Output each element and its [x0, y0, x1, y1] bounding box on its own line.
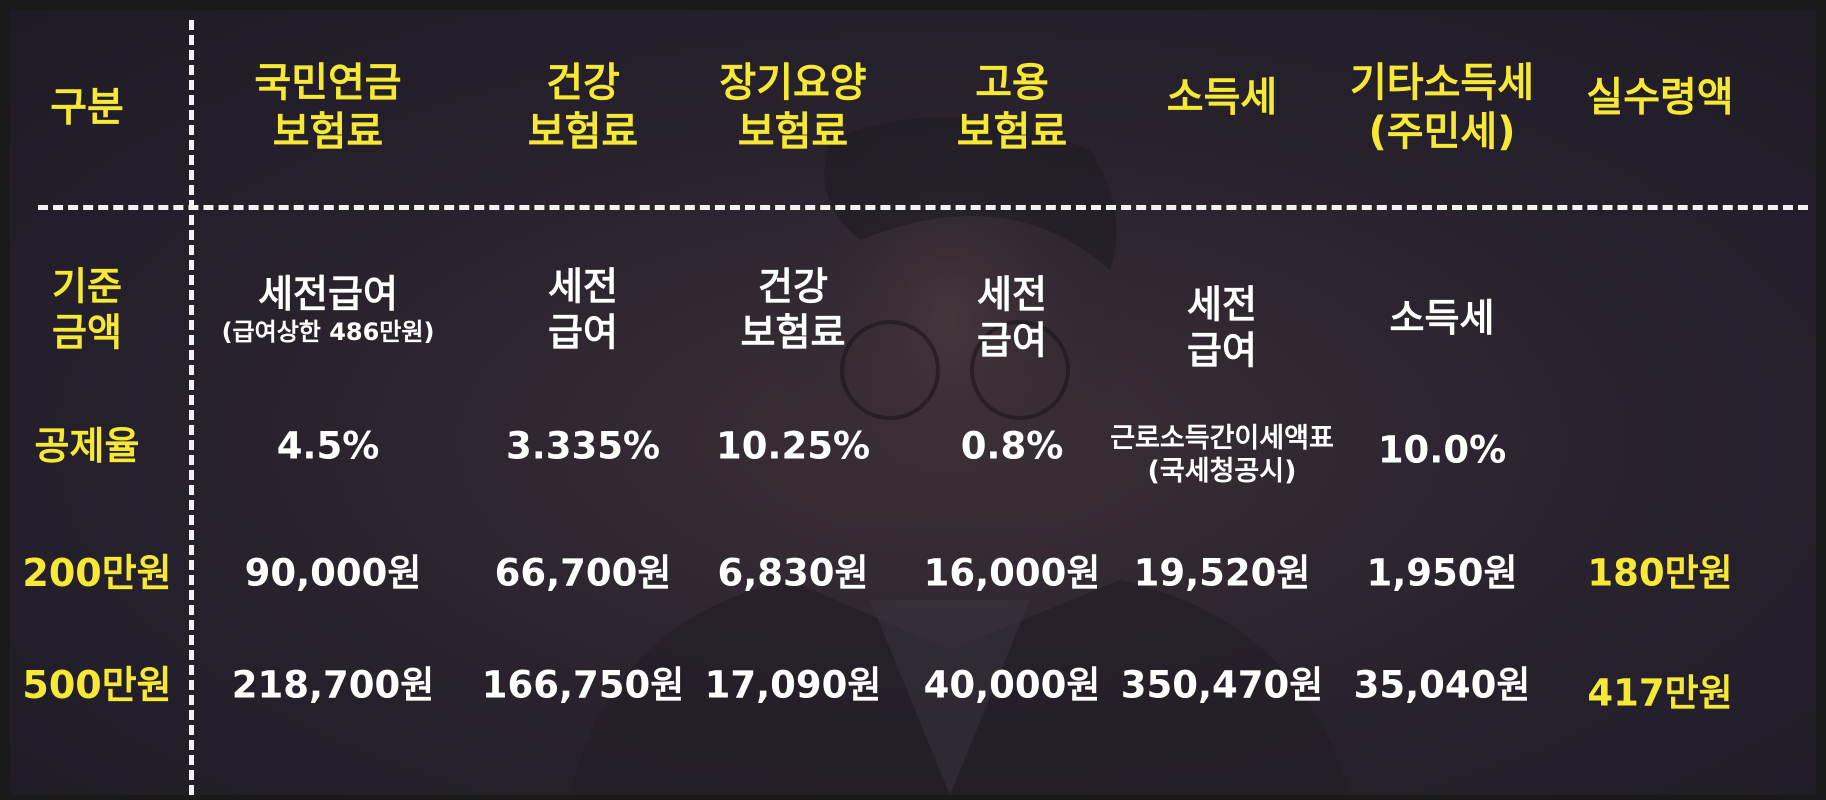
header-net-pay: 실수령액 [1586, 74, 1734, 121]
basis-label: 기준 금액 [52, 264, 122, 357]
header-health-insurance: 건강 보험료 [528, 59, 638, 157]
row-net-pay: 417만원 [1587, 671, 1733, 715]
header-line: 기타소득세 [1350, 60, 1534, 107]
header-line: (주민세) [1368, 109, 1516, 155]
rate-line: 근로소득간이세액표 [1110, 423, 1334, 455]
header-national-pension: 국민연금 보험료 [254, 59, 401, 157]
rate-cell: 0.8% [960, 424, 1064, 468]
basis-line: 세전급여 [258, 272, 398, 317]
rate-cell: 근로소득간이세액표 (국세청공시) [1110, 423, 1334, 489]
label-line: 기준 [52, 264, 122, 309]
row-value: 218,700원 [231, 663, 435, 707]
basis-note: (급여상한 486만원) [221, 318, 435, 347]
basis-line: 보험료 [740, 311, 846, 355]
header-line: 보험료 [527, 109, 639, 155]
basis-cell: 세전 급여 [1187, 282, 1257, 375]
basis-cell: 세전 급여 [977, 272, 1047, 365]
rate-cell: 10.0% [1377, 428, 1507, 472]
rate-cell: 3.335% [505, 424, 661, 468]
header-line: 보험료 [272, 109, 384, 155]
row-value: 40,000원 [923, 663, 1101, 707]
header-line: 건강 [546, 60, 620, 107]
header-line: 보험료 [956, 109, 1068, 155]
basis-line: 급여 [548, 311, 618, 355]
header-line: 국민연금 [254, 60, 402, 107]
row-value: 66,700원 [494, 551, 672, 595]
row-value: 1,950원 [1366, 551, 1518, 595]
rate-cell: 10.25% [715, 424, 871, 468]
row-label-200: 200만원 [22, 550, 172, 595]
basis-line: 세전 [1187, 282, 1257, 327]
row-value: 6,830원 [717, 551, 869, 595]
row-value: 350,470원 [1120, 663, 1324, 707]
header-line: 고용 [975, 60, 1049, 107]
basis-line: 급여 [977, 319, 1047, 363]
row-value: 35,040원 [1353, 663, 1531, 707]
header-employment-insurance: 고용 보험료 [957, 59, 1067, 157]
row-net-pay: 180만원 [1587, 551, 1733, 595]
video-frame: 구분 국민연금 보험료 건강 보험료 장기요양 보험료 고용 보험료 소득세 기… [10, 10, 1816, 795]
basis-cell: 세전 급여 [548, 264, 618, 357]
basis-line: 건강 [758, 264, 828, 309]
header-line: 장기요양 [719, 60, 867, 107]
header-income-tax: 소득세 [1166, 74, 1278, 121]
column-divider [189, 20, 194, 795]
label-line: 금액 [52, 311, 122, 355]
row-value: 90,000원 [244, 551, 422, 595]
rate-cell: 4.5% [276, 424, 380, 468]
presenter-silhouette [570, 117, 1350, 795]
row-value: 19,520원 [1133, 551, 1311, 595]
row-value: 16,000원 [923, 551, 1101, 595]
header-other-income-tax: 기타소득세 (주민세) [1350, 59, 1534, 157]
rate-line: (국세청공시) [1147, 456, 1297, 487]
row-value: 166,750원 [481, 663, 685, 707]
basis-line: 세전 [548, 264, 618, 309]
basis-cell: 건강 보험료 [741, 264, 846, 357]
rate-label: 공제율 [34, 423, 140, 468]
basis-cell: 세전급여 (급여상한 486만원) [222, 271, 435, 349]
basis-cell: 소득세 [1389, 295, 1495, 340]
row-value: 17,090원 [704, 663, 882, 707]
corner-header: 구분 [50, 84, 124, 131]
header-divider [38, 205, 1808, 210]
basis-line: 세전 [977, 272, 1047, 317]
basis-line: 급여 [1187, 329, 1257, 373]
header-long-term-care: 장기요양 보험료 [719, 59, 866, 157]
header-line: 보험료 [737, 109, 849, 155]
row-label-500: 500만원 [22, 662, 172, 707]
